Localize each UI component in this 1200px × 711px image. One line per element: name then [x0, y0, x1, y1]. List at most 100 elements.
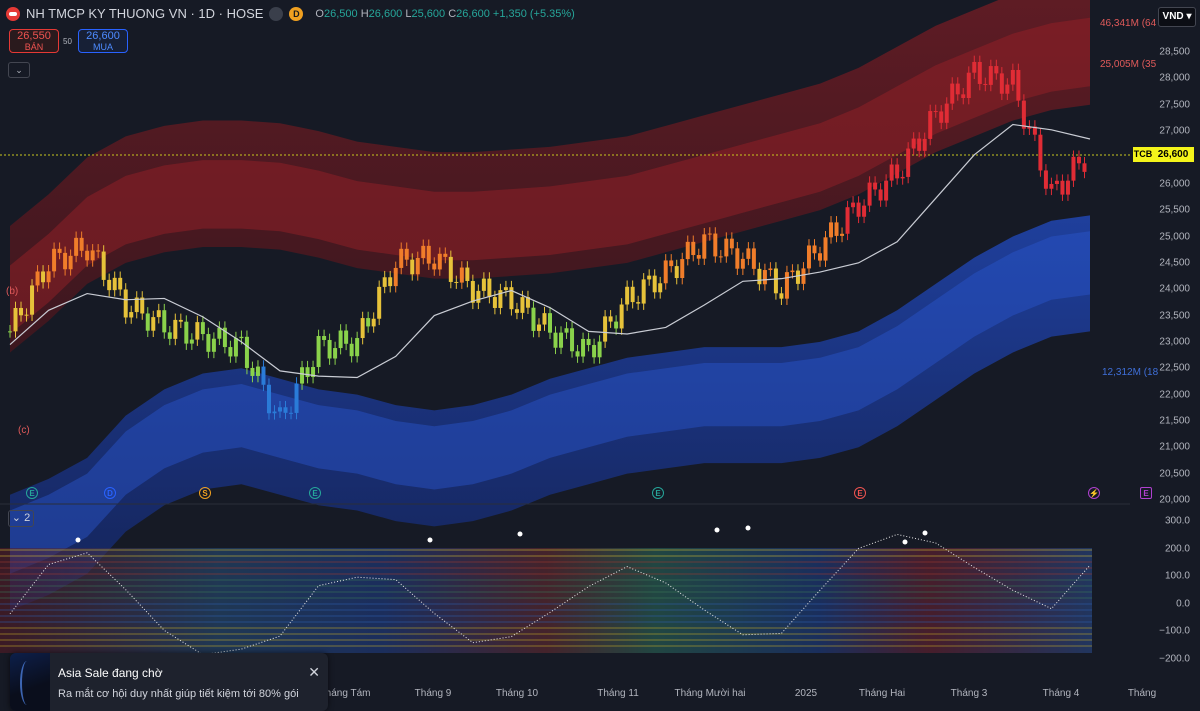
candle-body	[680, 259, 685, 279]
earnings-event-icon[interactable]: E	[26, 487, 38, 499]
candle-body	[729, 238, 734, 249]
candle-body	[228, 347, 233, 357]
candle-body	[261, 366, 266, 385]
candle-body	[746, 248, 751, 259]
candle-body	[35, 271, 40, 286]
buy-button[interactable]: 26,600 MUA	[78, 29, 128, 53]
candle-body	[669, 260, 674, 267]
sell-button[interactable]: 26,550 BÁN	[9, 29, 59, 53]
time-tick-label: 2025	[794, 688, 818, 699]
earnings-event-icon[interactable]: E	[652, 487, 664, 499]
volume-profile-mid: 25,005M (35	[1100, 59, 1157, 70]
low-value: 25,600	[411, 7, 446, 20]
price-tick-label: 23,000	[1159, 336, 1190, 348]
candle-body	[454, 281, 459, 283]
time-tick-label: Tháng Tám	[319, 688, 371, 699]
moving-average-line	[9, 123, 1091, 379]
candle-body	[156, 310, 161, 318]
candle-body	[344, 330, 349, 344]
candle-body	[151, 317, 156, 331]
candle-body	[933, 111, 938, 113]
promo-toast[interactable]: Asia Sale đang chờ Ra mắt cơ hội duy nhấ…	[10, 653, 328, 711]
candle-body	[200, 322, 205, 335]
price-tick-label: 26,000	[1159, 178, 1190, 190]
candle-body	[129, 312, 134, 318]
candle-body	[90, 250, 95, 261]
collapse-legend-button[interactable]: ⌄	[8, 62, 30, 78]
candle-body	[950, 83, 955, 104]
oscillator-peak-dot	[902, 539, 908, 545]
oscillator-peak-dot	[745, 525, 751, 531]
dividend-event-icon[interactable]: D	[104, 487, 116, 499]
candle-body	[338, 330, 343, 349]
candle-body	[410, 259, 415, 275]
time-tick-label: Tháng Hai	[858, 688, 906, 699]
candle-body	[1054, 180, 1059, 184]
candle-body	[790, 270, 795, 273]
candle-body	[355, 338, 360, 357]
time-tick-label: Tháng 4	[1042, 688, 1080, 699]
candle-body	[1005, 84, 1010, 94]
candles-layer	[8, 55, 1091, 420]
candle-body	[173, 319, 178, 339]
candle-body	[994, 66, 999, 74]
open-label: O	[315, 7, 324, 20]
lightning-event-icon[interactable]: ⚡	[1088, 487, 1100, 499]
candle-body	[217, 327, 222, 339]
delayed-badge[interactable]: D	[289, 6, 304, 21]
candle-body	[333, 348, 338, 359]
candle-body	[735, 248, 740, 269]
candle-body	[184, 321, 189, 344]
candle-body	[1060, 180, 1065, 195]
candle-body	[917, 138, 922, 151]
candle-body	[393, 267, 398, 287]
candle-body	[46, 271, 51, 283]
price-tick-label: 27,000	[1159, 125, 1190, 137]
earnings-event-icon[interactable]: E	[309, 487, 321, 499]
candle-body	[305, 367, 310, 378]
volume-profile-bottom: 12,312M (18	[1102, 367, 1159, 378]
candle-body	[873, 182, 878, 190]
candle-body	[619, 304, 624, 329]
candle-body	[437, 253, 442, 270]
oscillator-trace	[9, 533, 1091, 656]
candle-body	[41, 271, 46, 283]
candle-body	[751, 248, 756, 269]
candle-body	[972, 61, 977, 73]
price-tick-label: 27,500	[1159, 99, 1190, 111]
candle-body	[520, 297, 525, 313]
candle-body	[167, 332, 172, 339]
candle-body	[134, 297, 139, 313]
pane-collapse-button[interactable]: ⌄ 2	[8, 510, 34, 527]
currency-select[interactable]: VND ▾	[1158, 7, 1196, 27]
candle-body	[586, 338, 591, 346]
candle-body	[779, 293, 784, 299]
candle-body	[531, 307, 536, 331]
price-tick-label: 25,500	[1159, 204, 1190, 216]
candle-body	[696, 255, 701, 259]
resistance-band	[10, 0, 1090, 353]
wave-label-b: (b)	[6, 286, 19, 297]
candle-body	[1027, 126, 1032, 129]
candle-body	[603, 316, 608, 342]
candle-body	[806, 245, 811, 269]
candle-body	[1021, 100, 1026, 129]
earnings-event-icon[interactable]: E	[1140, 487, 1152, 499]
wave-label-c: (c)	[18, 425, 30, 436]
earnings-event-icon[interactable]: E	[854, 487, 866, 499]
last-price-ticker: TCB	[1133, 147, 1153, 162]
candle-body	[278, 407, 282, 412]
candle-body	[575, 351, 580, 357]
candle-body	[189, 339, 194, 344]
candle-body	[641, 279, 646, 304]
toast-title: Asia Sale đang chờ	[58, 666, 163, 680]
candle-body	[503, 287, 508, 291]
symbol-title[interactable]: NH TMCP KY THUONG VN · 1D · HOSE	[26, 6, 264, 21]
candle-body	[740, 258, 745, 269]
candle-body	[327, 339, 332, 359]
split-event-icon[interactable]: S	[199, 487, 211, 499]
candle-body	[448, 256, 453, 282]
candle-body	[983, 83, 988, 85]
close-icon[interactable]: ✕	[308, 664, 320, 680]
